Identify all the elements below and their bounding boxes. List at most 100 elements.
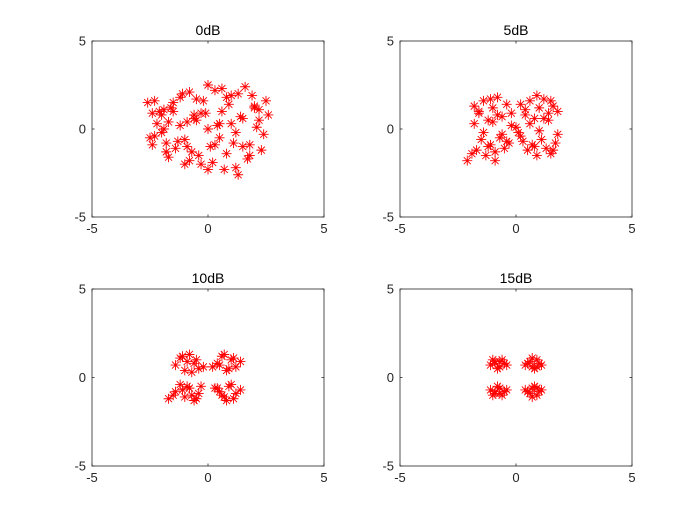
scatter-point [527, 353, 538, 364]
scatter-point [161, 138, 172, 149]
x-tick-label: -5 [394, 470, 406, 485]
x-tick-label: 0 [204, 221, 211, 236]
subplot-title: 0dB [196, 22, 221, 38]
scatter-point [501, 99, 512, 110]
scatter-point [490, 155, 501, 166]
y-tick-label: 5 [79, 282, 86, 297]
scatter-point [478, 95, 489, 106]
scatter-point [193, 388, 204, 399]
x-tick-label: 5 [320, 221, 327, 236]
scatter-point [179, 391, 190, 402]
scatter-point [147, 108, 158, 119]
scatter-point [529, 141, 540, 152]
scatter-point [492, 92, 503, 103]
scatter-point [531, 354, 542, 365]
y-tick-label: 0 [387, 122, 394, 137]
scatter-point [471, 145, 482, 156]
scatter-point [254, 115, 265, 126]
scatter-point [487, 390, 498, 401]
scatter-point [469, 118, 480, 129]
scatter-point [196, 159, 207, 170]
scatter-point [214, 386, 225, 397]
scatter-point [534, 358, 545, 369]
scatter-point [216, 83, 227, 94]
scatter-point [175, 92, 186, 103]
scatter-point [209, 383, 220, 394]
scatter-point [545, 148, 556, 159]
scatter-point [494, 132, 505, 143]
scatter-point [186, 390, 197, 401]
scatter-points [163, 349, 246, 406]
scatter-point [226, 90, 237, 101]
scatter-point [531, 390, 542, 401]
subplot-title: 15dB [500, 270, 533, 286]
scatter-point [184, 155, 195, 166]
scatter-point [223, 381, 234, 392]
scatter-point [156, 127, 167, 138]
scatter-point [196, 381, 207, 392]
x-tick-label: 0 [512, 221, 519, 236]
y-tick-label: 0 [79, 370, 86, 385]
scatter-point [538, 113, 549, 124]
scatter-point [203, 80, 213, 90]
scatter-point [258, 129, 269, 140]
scatter-point [545, 95, 556, 106]
y-tick-label: -5 [74, 459, 86, 474]
scatter-point [163, 393, 174, 404]
scatter-point [476, 134, 487, 145]
x-tick-label: 5 [628, 221, 635, 236]
scatter-point [235, 356, 246, 367]
scatter-point [156, 109, 167, 120]
scatter-point [249, 102, 260, 113]
scatter-point [469, 101, 480, 112]
scatter-point [223, 99, 234, 110]
scatter-point [541, 143, 552, 154]
scatter-point [177, 351, 188, 362]
scatter-point [230, 127, 241, 138]
scatter-point [149, 95, 160, 106]
scatter-point [492, 363, 503, 374]
scatter-point [177, 88, 188, 99]
scatter-point [492, 109, 503, 120]
scatter-point [543, 115, 554, 126]
scatter-point [177, 384, 188, 395]
y-tick-label: 5 [387, 34, 394, 49]
scatter-point [198, 361, 209, 372]
scatter-point [168, 97, 179, 108]
scatter-point [170, 143, 181, 154]
scatter-point [186, 367, 197, 378]
scatter-point [483, 141, 494, 152]
scatter-point [203, 124, 213, 134]
scatter-points [462, 90, 563, 166]
scatter-point [494, 388, 505, 399]
scatter-point [168, 106, 179, 117]
scatter-point [216, 106, 227, 117]
scatter-point [487, 116, 498, 127]
scatter-point [531, 383, 542, 394]
scatter-point [193, 150, 204, 161]
scatter-point [524, 388, 535, 399]
x-tick-label: 5 [628, 470, 635, 485]
scatter-point [209, 139, 220, 150]
scatter-point [506, 108, 517, 119]
scatter-point [490, 146, 501, 157]
scatter-point [219, 349, 230, 360]
scatter-point [228, 393, 239, 404]
scatter-point [175, 379, 186, 390]
scatter-point [247, 90, 258, 101]
scatter-point [497, 129, 508, 140]
scatter-point [478, 127, 489, 138]
scatter-point [163, 116, 174, 127]
x-tick-label: 0 [204, 470, 211, 485]
scatter-point [548, 145, 559, 156]
scatter-point [184, 87, 195, 98]
axes-box [91, 288, 325, 467]
scatter-point [237, 113, 248, 124]
scatter-point [221, 92, 232, 103]
scatter-point [242, 153, 253, 164]
scatter-point [207, 157, 218, 168]
subplot-1: 0dB -5 0 5 -5 0 5 [74, 22, 327, 236]
scatter-point [158, 124, 169, 134]
subplot-2: 5dB -5 0 5 -5 0 5 [382, 22, 635, 236]
scatter-point [191, 94, 202, 105]
